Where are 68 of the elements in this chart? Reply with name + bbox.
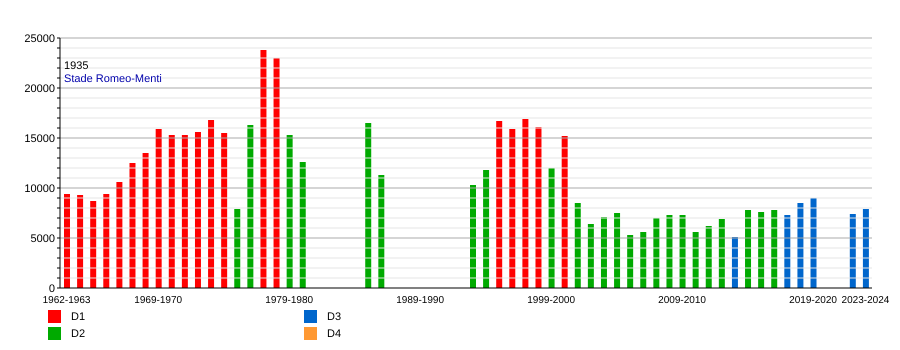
bar [365,123,372,288]
bar [470,185,476,288]
bar [797,203,804,288]
bar [142,153,149,288]
y-tick-label: 10000 [24,182,55,195]
bar [588,224,594,288]
bar [260,50,266,288]
bar [378,175,384,288]
bar [522,119,528,288]
bar [182,135,188,288]
x-tick-label: 2023-2024 [842,295,890,306]
bar [168,135,175,288]
bar [548,168,555,288]
legend-label: D2 [71,328,86,340]
bar [535,127,542,288]
bar [771,210,778,288]
x-tick-label: 1979-1980 [265,295,314,306]
x-tick-label: 2009-2010 [658,295,706,306]
bar [496,121,502,288]
bar [77,195,84,288]
x-tick-label: 1999-2000 [527,295,576,306]
y-tick-label: 0 [48,282,55,295]
bar [706,226,712,288]
x-tick-label: 2019-2020 [789,295,838,306]
bar [221,133,228,288]
bar [862,209,869,288]
bar [300,162,306,288]
bar [680,215,686,288]
x-tick-label: 1962-1963 [42,295,91,306]
bar [574,203,581,288]
bar [627,235,634,288]
bar [64,194,70,288]
bar [640,232,646,288]
bar [194,132,201,288]
bar [653,218,660,288]
bar [247,125,254,288]
bar [692,232,699,288]
legend-label: D4 [327,328,342,340]
bar [208,120,214,288]
bar [129,163,136,288]
bar [156,129,162,288]
y-tick-label: 5000 [30,232,55,245]
y-tick-label: 15000 [24,132,55,145]
legend-label: D1 [71,310,86,322]
bar [666,215,672,288]
y-tick-label: 20000 [24,82,55,95]
bar [718,219,725,288]
x-tick-label: 1969-1970 [134,295,183,306]
bar [509,129,516,288]
bar [614,213,620,288]
bar [850,214,856,288]
bar [810,198,817,288]
bar [562,136,568,288]
legend-label: D3 [327,310,342,322]
bar [103,194,110,288]
bar [286,135,293,288]
bar [90,201,96,288]
x-tick-label: 1989-1990 [396,295,445,306]
annotation: Stade Romeo-Menti [64,73,162,85]
annotation: 1935 [64,60,88,72]
bar [116,182,122,288]
bar [234,209,240,288]
bar [784,215,790,288]
bar [758,212,764,288]
bar [483,170,490,288]
y-tick-label: 25000 [24,32,55,45]
bar [274,58,280,288]
bar [745,210,752,288]
